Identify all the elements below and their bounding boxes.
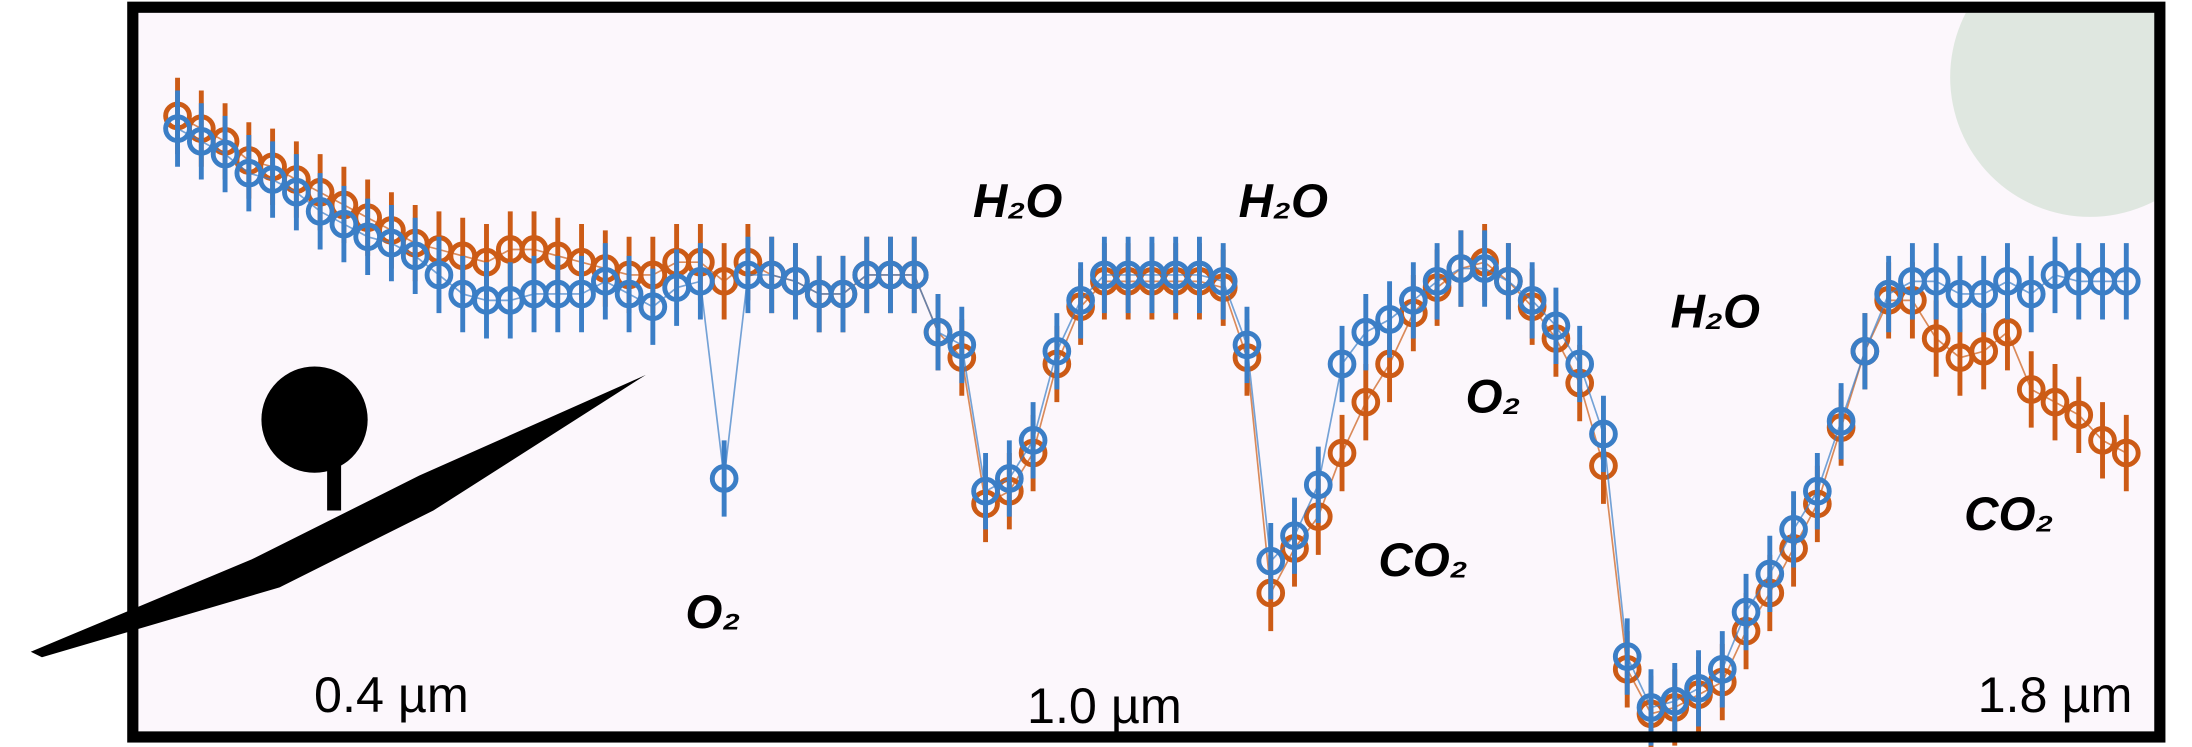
molecule-label: CO₂ (1378, 534, 1467, 587)
molecule-label: CO₂ (1964, 488, 2053, 541)
x-tick-label: 0.4 µm (314, 666, 469, 723)
molecule-label: H₂O (973, 175, 1062, 228)
x-tick-label: 1.8 µm (1978, 666, 2133, 723)
page: 0.4 µm1.0 µm1.8 µmH₂OH₂OH₂OO₂O₂CO₂CO₂ ((… (0, 0, 2192, 747)
molecule-label: O₂ (685, 586, 740, 639)
tree-crown (261, 367, 367, 473)
molecule-label: H₂O (1671, 285, 1760, 338)
plot-background (133, 7, 2160, 737)
x-tick-label: 1.0 µm (1027, 677, 1182, 734)
chart: 0.4 µm 1.0 µm 1.8 µm H₂O H₂O H₂O O₂ O₂ CO₂ CO₂ (0, 0, 2192, 747)
molecule-label: H₂O (1239, 175, 1328, 228)
molecule-label: O₂ (1465, 371, 1520, 424)
